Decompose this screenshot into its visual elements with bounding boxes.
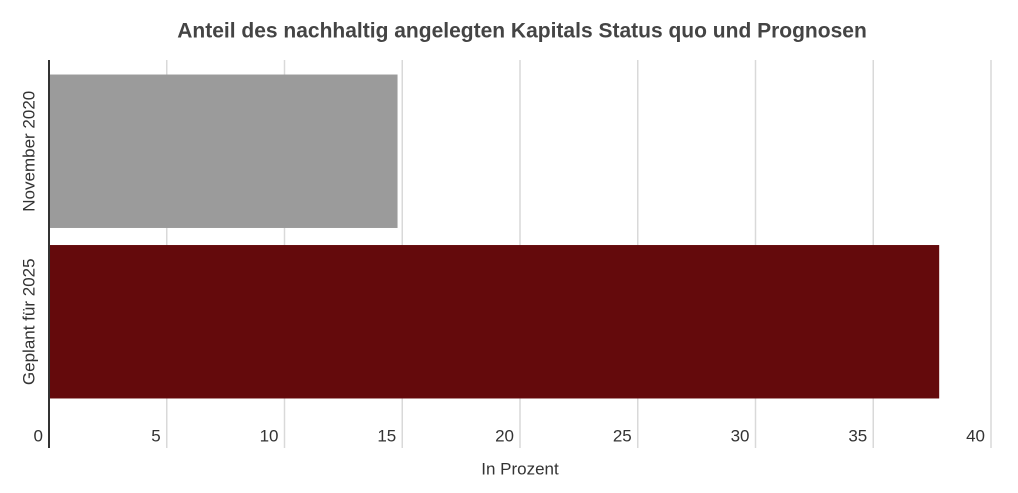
x-tick-label: 35 xyxy=(848,426,867,445)
x-tick-label: 25 xyxy=(613,426,632,445)
x-tick-label: 20 xyxy=(495,426,514,445)
x-tick-label: 10 xyxy=(260,426,279,445)
x-tick-label: 15 xyxy=(377,426,396,445)
y-tick-label: November 2020 xyxy=(19,91,38,212)
x-axis-label: In Prozent xyxy=(481,459,559,478)
x-tick-label: 40 xyxy=(966,426,985,445)
bar xyxy=(49,245,940,399)
x-tick-label: 30 xyxy=(731,426,750,445)
x-tick-label: 0 xyxy=(34,426,43,445)
y-tick-label: Geplant für 2025 xyxy=(19,258,38,385)
chart-title: Anteil des nachhaltig angelegten Kapital… xyxy=(177,20,867,43)
x-tick-label: 5 xyxy=(151,426,160,445)
bar xyxy=(49,74,398,228)
